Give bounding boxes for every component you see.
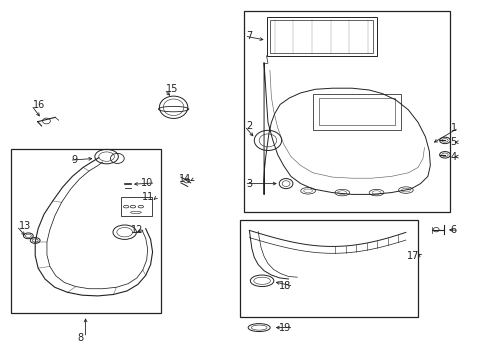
Text: 5: 5	[449, 137, 456, 147]
Text: 1: 1	[449, 123, 456, 133]
Text: 6: 6	[449, 225, 456, 235]
Text: 9: 9	[71, 155, 78, 165]
Text: 11: 11	[142, 192, 154, 202]
Text: 4: 4	[449, 152, 456, 162]
Bar	[266, 17, 376, 56]
Bar	[121, 197, 151, 216]
Text: 3: 3	[246, 179, 252, 189]
Text: 15: 15	[166, 84, 178, 94]
Bar	[312, 94, 400, 130]
Text: 12: 12	[131, 225, 143, 235]
Text: 17: 17	[407, 251, 419, 261]
Bar	[244, 11, 449, 212]
Text: 19: 19	[279, 323, 291, 333]
Text: 2: 2	[246, 121, 252, 131]
Text: 10: 10	[141, 178, 153, 188]
Bar	[239, 220, 417, 317]
Text: 13: 13	[19, 221, 31, 231]
Text: 18: 18	[279, 281, 291, 291]
Text: 14: 14	[179, 174, 191, 184]
Text: 16: 16	[33, 100, 45, 110]
Text: 7: 7	[246, 31, 252, 41]
Bar	[318, 98, 394, 125]
Bar	[11, 149, 161, 313]
Bar	[269, 20, 372, 53]
Text: 8: 8	[77, 333, 83, 343]
